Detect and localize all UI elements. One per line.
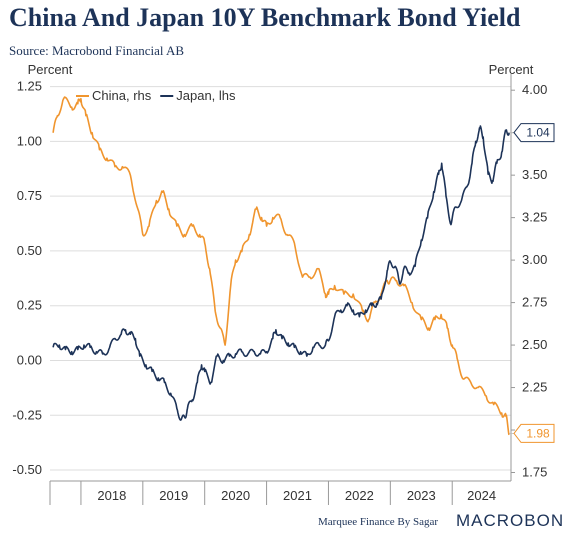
x-tick-label: 2024 [467, 488, 496, 503]
right-tick-label: 2.25 [522, 380, 547, 395]
right-tick-label: 2.50 [522, 337, 547, 352]
last-value-label: 1.04 [526, 126, 550, 140]
x-tick-label: 2023 [407, 488, 436, 503]
right-tick-label: 3.50 [522, 167, 547, 182]
japan-series-line [52, 125, 510, 421]
left-tick-label: 0.00 [17, 352, 42, 367]
right-tick-label: 3.00 [522, 252, 547, 267]
legend-label: China, rhs [92, 88, 152, 103]
left-axis-label: Percent [28, 62, 73, 77]
left-tick-label: 1.25 [17, 79, 42, 94]
last-value-tag [513, 123, 555, 143]
x-tick-label: 2022 [345, 488, 374, 503]
left-tick-label: 0.75 [17, 188, 42, 203]
right-tick-label: 1.75 [522, 465, 547, 480]
right-tick-label: 3.25 [522, 210, 547, 225]
left-tick-label: -0.25 [12, 407, 42, 422]
right-tick-label: 4.00 [522, 82, 547, 97]
macrobond-logo: MACROBOND [456, 511, 564, 530]
footer-credit: Marquee Finance By Sagar [318, 516, 439, 528]
china-series-line [52, 96, 510, 436]
last-value-label: 1.98 [526, 426, 550, 440]
last-value-tag [513, 423, 555, 443]
x-tick-label: 2019 [159, 488, 188, 503]
x-tick-label: 2018 [97, 488, 126, 503]
legend-label: Japan, lhs [176, 88, 236, 103]
x-tick-label: 2020 [221, 488, 250, 503]
x-tick-label: 2021 [283, 488, 312, 503]
right-tick-label: 2.75 [522, 295, 547, 310]
chart-source: Source: Macrobond Financial AB [9, 43, 185, 58]
right-axis-label: Percent [489, 62, 534, 77]
left-tick-label: -0.50 [12, 462, 42, 477]
left-tick-label: 1.00 [17, 133, 42, 148]
left-tick-label: 0.25 [17, 298, 42, 313]
left-tick-label: 0.50 [17, 243, 42, 258]
chart-title: China And Japan 10Y Benchmark Bond Yield [9, 3, 521, 32]
